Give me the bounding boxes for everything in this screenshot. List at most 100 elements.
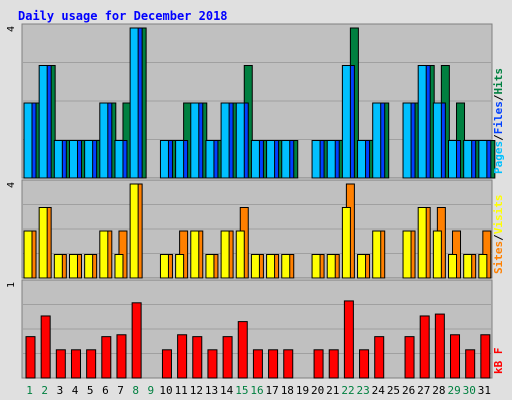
chart-panels: 4 4 1 [6, 23, 496, 379]
bottom-panel: 1 [6, 279, 493, 379]
day-label-29: 29 [447, 384, 460, 397]
top-bar-pages-day-4 [68, 140, 78, 179]
bottom-bar-kb-f-day-26 [404, 336, 415, 379]
bottom-bar-kb-f-day-28 [434, 313, 445, 379]
bottom-bar-kb-f-day-12 [192, 336, 203, 379]
bottom-bar-kb-f-day-18 [283, 349, 294, 379]
day-label-8: 8 [132, 384, 139, 397]
day-label-17: 17 [266, 384, 279, 397]
top-bar-pages-day-17 [266, 140, 276, 179]
day-label-31: 31 [478, 384, 491, 397]
middle-bar-visits-day-29 [448, 254, 458, 279]
top-bar-pages-day-24 [372, 102, 382, 179]
day-label-27: 27 [417, 384, 430, 397]
middle-bar-visits-day-21 [326, 254, 336, 279]
top-bar-pages-day-20 [311, 140, 321, 179]
day-label-4: 4 [72, 384, 79, 397]
middle-bar-visits-day-4 [68, 254, 78, 279]
middle-bar-visits-day-23 [357, 254, 367, 279]
day-label-30: 30 [463, 384, 476, 397]
middle-legend-item: / [492, 234, 505, 241]
bottom-bar-kb-f-day-8 [131, 302, 142, 379]
bottom-bar-kb-f-day-4 [70, 349, 81, 379]
middle-bar-visits-day-20 [311, 254, 321, 279]
middle-bar-visits-day-31 [478, 254, 488, 279]
bottom-bar-kb-f-day-17 [268, 349, 279, 379]
top-bar-pages-day-15 [235, 102, 245, 179]
middle-bar-visits-day-5 [84, 254, 94, 279]
bottom-bar-kb-f-day-22 [343, 300, 354, 379]
middle-bar-visits-day-16 [250, 254, 260, 279]
day-axis-labels: 1 2 3 4 5 6 7 8 9 10 11 12 13 14 15 16 17 18 19 20 21 22 23 24 2… [26, 384, 491, 397]
bottom-bar-kb-f-day-11 [177, 334, 188, 379]
bottom-bar-kb-f-day-30 [465, 349, 476, 379]
top-bar-pages-day-7 [114, 140, 124, 179]
middle-bar-visits-day-17 [266, 254, 276, 279]
middle-legend-item: Sites [492, 241, 505, 274]
middle-bar-visits-day-8 [129, 183, 139, 279]
top-bar-pages-day-22 [341, 65, 351, 179]
bottom-bar-kb-f-day-10 [161, 349, 172, 379]
middle-bar-visits-day-14 [220, 230, 230, 279]
top-legend-item: Hits [492, 68, 505, 95]
bottom-bar-kb-f-day-13 [207, 349, 218, 379]
top-bar-pages-day-5 [84, 140, 94, 179]
day-label-2: 2 [41, 384, 48, 397]
bottom-bar-kb-f-day-7 [116, 334, 127, 379]
chart-title: Daily usage for December 2018 [18, 9, 228, 23]
middle-panel: 4 [6, 179, 493, 279]
top-legend-item: Pages [492, 141, 505, 174]
bottom-bar-kb-f-day-14 [222, 336, 233, 379]
day-label-16: 16 [250, 384, 263, 397]
bottom-bar-kb-f-day-27 [419, 315, 430, 379]
day-label-11: 11 [175, 384, 188, 397]
day-label-24: 24 [372, 384, 386, 397]
day-label-25: 25 [387, 384, 400, 397]
middle-max-label: 4 [6, 182, 17, 188]
top-bar-pages-day-2 [38, 65, 48, 179]
day-label-15: 15 [235, 384, 248, 397]
top-legend-item: / [492, 134, 505, 141]
top-bar-pages-day-12 [190, 102, 200, 179]
day-label-9: 9 [148, 384, 155, 397]
top-bar-pages-day-26 [402, 102, 412, 179]
bottom-bar-kb-f-day-1 [25, 336, 36, 379]
day-label-12: 12 [190, 384, 203, 397]
day-label-14: 14 [220, 384, 234, 397]
bottom-max-label: 1 [6, 282, 17, 288]
day-label-7: 7 [117, 384, 124, 397]
top-panel: 4 [6, 23, 496, 179]
top-bar-pages-day-23 [357, 140, 367, 179]
middle-bar-visits-day-7 [114, 254, 124, 279]
day-label-22: 22 [341, 384, 354, 397]
bottom-bar-kb-f-day-3 [55, 349, 66, 379]
bottom-bar-kb-f-day-16 [252, 349, 263, 379]
middle-bar-visits-day-11 [175, 254, 185, 279]
day-label-23: 23 [357, 384, 370, 397]
middle-bar-visits-day-6 [99, 230, 109, 279]
middle-bar-visits-day-28 [432, 230, 442, 279]
top-bar-pages-day-27 [417, 65, 427, 179]
top-bar-pages-day-31 [478, 140, 488, 179]
bottom-legend-item: kB F [492, 348, 505, 375]
middle-legend-item: Visits [492, 195, 505, 235]
middle-bar-visits-day-22 [341, 207, 351, 279]
bottom-bar-kb-f-day-20 [313, 349, 324, 379]
middle-bar-visits-day-12 [190, 230, 200, 279]
middle-bar-visits-day-10 [159, 254, 169, 279]
middle-bar-visits-day-13 [205, 254, 215, 279]
day-label-10: 10 [159, 384, 172, 397]
day-label-13: 13 [205, 384, 218, 397]
day-label-5: 5 [87, 384, 94, 397]
top-bar-pages-day-6 [99, 102, 109, 179]
middle-bar-visits-day-3 [53, 254, 63, 279]
middle-bar-visits-day-18 [281, 254, 291, 279]
top-bar-pages-day-11 [175, 140, 185, 179]
middle-bar-visits-day-1 [23, 230, 33, 279]
bottom-bar-kb-f-day-6 [101, 336, 112, 379]
top-bar-pages-day-14 [220, 102, 230, 179]
top-legend-item: / [492, 94, 505, 101]
top-bar-pages-day-18 [281, 140, 291, 179]
